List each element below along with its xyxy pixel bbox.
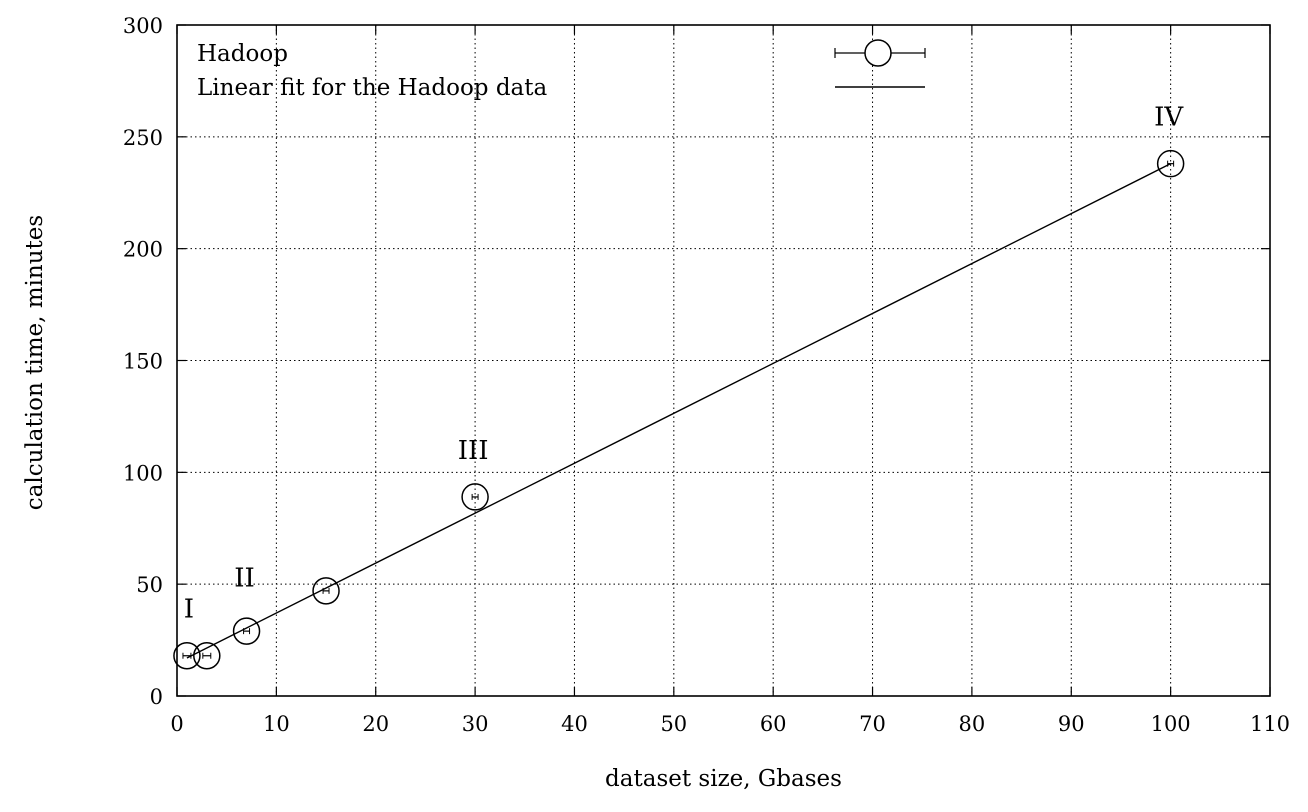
- y-tick-label: 200: [123, 238, 163, 262]
- legend-marker: [864, 39, 892, 67]
- point-marker: [193, 641, 221, 670]
- x-tick-label: 110: [1250, 712, 1290, 736]
- plot-area-frame: [176, 24, 1271, 697]
- x-axis-label: dataset size, Gbases: [605, 766, 842, 792]
- data-point: [1156, 149, 1185, 178]
- x-tick-label: 0: [170, 712, 183, 736]
- x-tick-label: 70: [859, 712, 886, 736]
- x-tick-label: 10: [263, 712, 290, 736]
- x-tick-label: 50: [660, 712, 687, 736]
- point-marker: [173, 641, 201, 670]
- y-tick-label: 250: [123, 126, 163, 150]
- y-tick-label: 100: [123, 461, 163, 485]
- data-point: [193, 641, 221, 670]
- data-point: [461, 483, 489, 511]
- data-point: [232, 617, 261, 645]
- data-point: [173, 641, 201, 670]
- legend-label-fit: Linear fit for the Hadoop data: [197, 75, 548, 101]
- x-tick-label: 20: [362, 712, 389, 736]
- point-marker: [232, 617, 261, 645]
- fit-line-layer: [186, 163, 1171, 659]
- axis-ticks: 0 10 20 30 40 50 60 70 80 90 100 110 0 50 100 150 200 250…: [123, 14, 1290, 736]
- x-tick-label: 90: [1058, 712, 1085, 736]
- legend-sample-hadoop: [834, 39, 926, 67]
- x-tick-label: 100: [1151, 712, 1191, 736]
- x-tick-label: 60: [760, 712, 787, 736]
- legend-label-hadoop: Hadoop: [197, 41, 288, 67]
- y-tick-label: 0: [150, 685, 163, 709]
- point-marker: [1156, 149, 1185, 178]
- point-annotation: IV: [1154, 103, 1184, 133]
- grid-lines: [177, 25, 1270, 696]
- point-annotation: III: [458, 436, 489, 466]
- point-annotation: I: [184, 595, 194, 625]
- data-point: [312, 577, 340, 605]
- point-marker: [312, 577, 340, 605]
- y-tick-label: 50: [136, 573, 163, 597]
- point-annotation: II: [234, 563, 255, 593]
- legend: Hadoop Linear fit for the Hadoop data: [197, 39, 926, 101]
- x-tick-label: 80: [959, 712, 986, 736]
- y-tick-label: 150: [123, 350, 163, 374]
- data-points-layer: [173, 149, 1185, 670]
- point-marker: [461, 483, 489, 511]
- y-axis-label: calculation time, minutes: [22, 215, 48, 510]
- y-tick-label: 300: [123, 14, 163, 38]
- x-tick-label: 30: [462, 712, 489, 736]
- x-tick-label: 40: [561, 712, 588, 736]
- fit-line: [186, 163, 1171, 659]
